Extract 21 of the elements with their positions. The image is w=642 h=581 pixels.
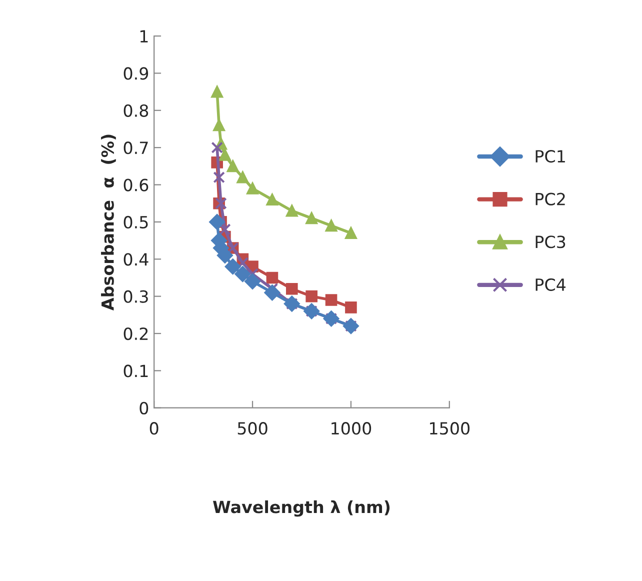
- y-tick-label: 0: [140, 402, 148, 414]
- legend-label: PC4: [536, 278, 566, 291]
- legend-label: PC1: [536, 150, 565, 163]
- x-axis-title: Wavelength λ (nm): [213, 500, 390, 517]
- x-tick-label: 1000: [332, 422, 372, 435]
- y-tick-label: 0.6: [124, 178, 148, 192]
- y-tick-label: 0.5: [124, 216, 148, 229]
- y-tick-label: 0.8: [124, 104, 148, 117]
- x-tick-label: 0: [150, 422, 158, 435]
- y-tick-label: 0.7: [124, 142, 148, 154]
- x-tick-label: 1500: [430, 422, 470, 435]
- legend-label: PC3: [536, 236, 566, 248]
- y-axis-title: Absorbance α (%): [101, 134, 116, 310]
- y-tick-label: 0.2: [124, 327, 148, 340]
- x-tick-label: 500: [238, 422, 268, 435]
- legend-label: PC2: [536, 192, 565, 206]
- y-tick-label: 0.3: [124, 290, 148, 303]
- y-tick-label: 0.9: [124, 67, 148, 80]
- y-tick-label: 1: [140, 30, 148, 42]
- y-tick-label: 0.1: [124, 364, 148, 378]
- y-tick-label: 0.4: [124, 253, 148, 266]
